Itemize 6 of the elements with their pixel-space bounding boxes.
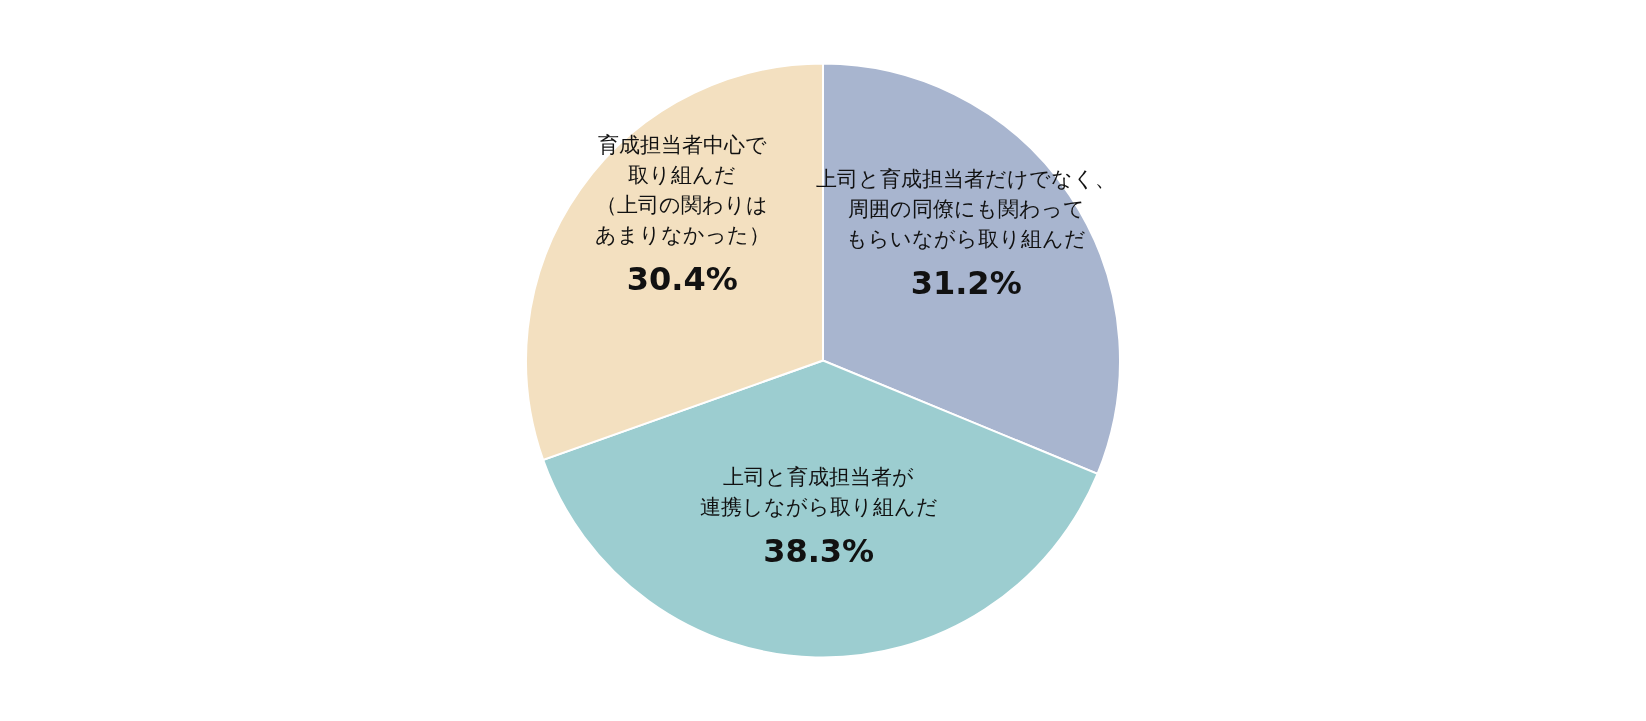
- data-label: 30.4%: [626, 260, 738, 299]
- data-label: 31.2%: [910, 263, 1022, 302]
- data-label: 38.3%: [763, 531, 875, 570]
- slice-label: 育成担当者中心で取り組んだ（上司の関わりはあまりなかった）: [594, 133, 770, 248]
- slice-label: 上司と育成担当者が連携しながら取り組んだ: [699, 464, 938, 519]
- slice-label: 上司と育成担当者だけでなく、周囲の同僚にも関わってもらいながら取り組んだ: [816, 166, 1117, 251]
